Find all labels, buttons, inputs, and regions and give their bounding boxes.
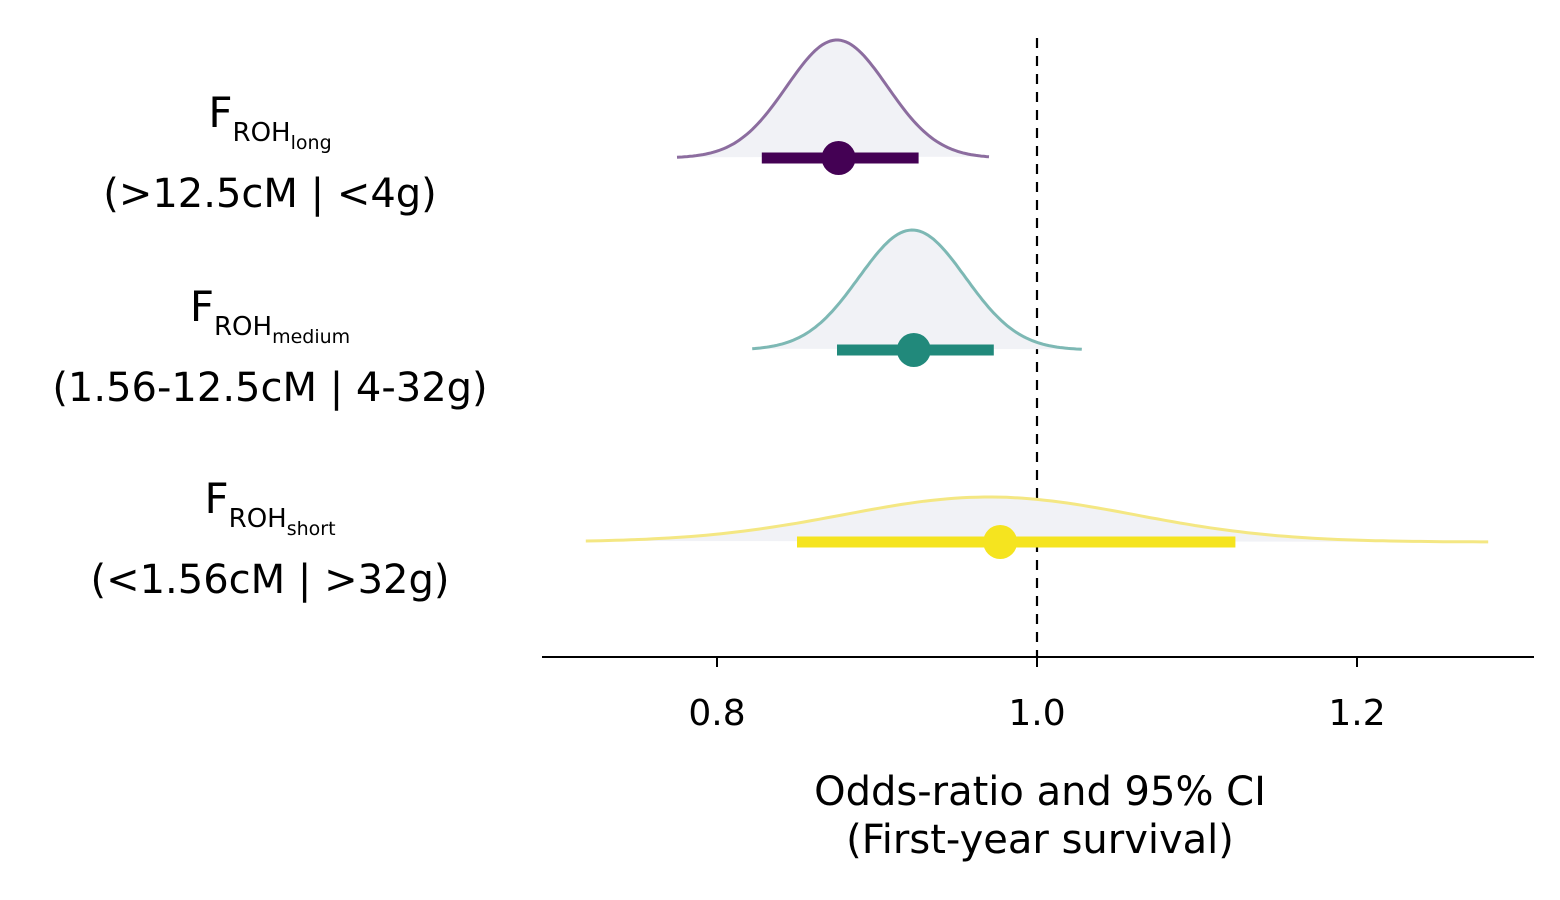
row-range-short: (<1.56cM | >32g) xyxy=(90,557,450,603)
row-label-short: FROHshort (<1.56cM | >32g) xyxy=(0,474,540,603)
x-tick-label-1: 1.0 xyxy=(1008,693,1065,734)
row-name-medium: FROHmedium xyxy=(189,282,351,348)
x-axis-title-main: Odds-ratio and 95% CI xyxy=(814,769,1266,815)
point-estimate-2 xyxy=(983,525,1018,559)
point-estimate-1 xyxy=(896,333,931,367)
density-outline-2 xyxy=(585,495,1489,544)
row-label-medium: FROHmedium (1.56-12.5cM | 4-32g) xyxy=(0,282,540,411)
density-fill-0 xyxy=(677,40,989,158)
x-axis-title-sub: (First-year survival) xyxy=(846,817,1234,863)
row-range-long: (>12.5cM | <4g) xyxy=(103,171,437,217)
point-estimate-0 xyxy=(821,141,856,175)
x-tick-label-0: 0.8 xyxy=(688,693,745,734)
density-outline-1 xyxy=(752,228,1082,351)
x-tick-label-2: 1.2 xyxy=(1328,693,1385,734)
density-fill-2 xyxy=(585,497,1489,542)
row-name-long: FROHlong xyxy=(208,88,332,154)
density-outline-0 xyxy=(676,38,990,159)
density-fill-1 xyxy=(752,230,1082,350)
row-label-long: FROHlong (>12.5cM | <4g) xyxy=(0,88,540,217)
row-name-short: FROHshort xyxy=(204,474,336,540)
x-axis-title: Odds-ratio and 95% CI (First-year surviv… xyxy=(740,768,1340,864)
row-range-medium: (1.56-12.5cM | 4-32g) xyxy=(52,365,488,411)
